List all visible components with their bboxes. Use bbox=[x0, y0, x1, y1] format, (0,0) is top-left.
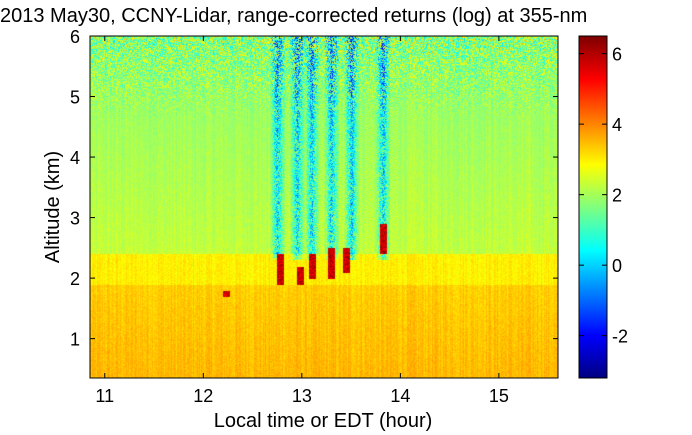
y-axis-label: Altitude (km) bbox=[42, 151, 64, 263]
x-tick-label: 12 bbox=[193, 386, 213, 406]
x-tick-label: 11 bbox=[95, 386, 114, 406]
colorbar-tick-label: 2 bbox=[612, 186, 622, 206]
heatmap-image bbox=[90, 36, 558, 378]
colorbar: -2 0 2 4 6 bbox=[578, 35, 628, 379]
colorbar-gradient bbox=[579, 36, 607, 378]
y-tick-label: 4 bbox=[70, 148, 80, 168]
y-axis: 1 2 3 4 5 6 bbox=[70, 27, 558, 350]
x-tick-label: 13 bbox=[292, 386, 312, 406]
plot-frame bbox=[89, 35, 559, 379]
y-tick-label: 1 bbox=[70, 330, 80, 350]
y-tick-label: 2 bbox=[70, 269, 80, 289]
plot-area bbox=[89, 35, 559, 379]
colorbar-tick-label: -2 bbox=[612, 327, 628, 347]
y-tick-label: 5 bbox=[70, 88, 80, 108]
y-tick-label: 3 bbox=[70, 209, 80, 229]
x-tick-label: 14 bbox=[390, 386, 410, 406]
colorbar-tick-label: 6 bbox=[612, 45, 622, 65]
chart-title: 2013 May30, CCNY-Lidar, range-corrected … bbox=[0, 5, 587, 27]
x-axis: 11 12 13 14 15 bbox=[95, 36, 509, 406]
y-tick-label: 6 bbox=[70, 27, 80, 47]
x-axis-label: Local time or EDT (hour) bbox=[214, 410, 433, 432]
colorbar-tick-label: 0 bbox=[612, 256, 622, 276]
colorbar-tick-label: 4 bbox=[612, 115, 622, 135]
x-tick-label: 15 bbox=[489, 386, 509, 406]
colorbar-frame bbox=[578, 35, 608, 379]
